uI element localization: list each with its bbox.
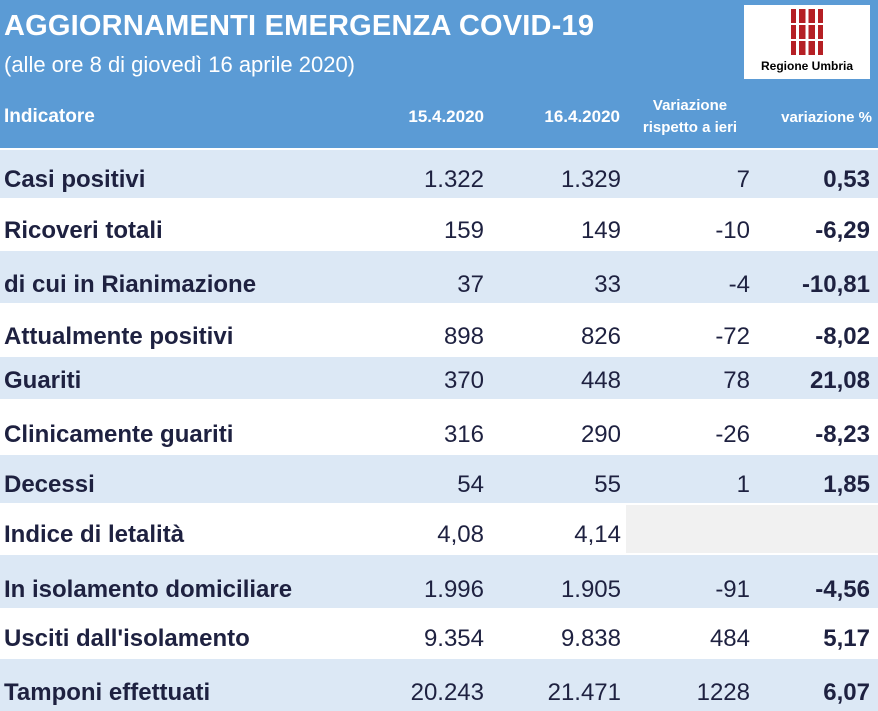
- value-change: 78: [723, 367, 750, 394]
- value-change: -72: [715, 323, 750, 350]
- row-label: Casi positivi: [4, 166, 146, 193]
- value-curr: 4,14: [574, 521, 621, 548]
- value-change-pct: -4,56: [815, 576, 870, 603]
- row-label: Tamponi effettuati: [4, 679, 211, 706]
- value-prev: 1.996: [423, 576, 484, 603]
- table-row: Guariti 370 448 78 21,08: [0, 355, 878, 399]
- regione-umbria-emblem-icon: [791, 9, 823, 55]
- table-row: Clinicamente guariti 316 290 -26 -8,23: [0, 399, 878, 453]
- page-subtitle: (alle ore 8 di giovedì 16 aprile 2020): [4, 52, 356, 77]
- value-change: 1: [736, 471, 750, 498]
- value-curr: 55: [594, 471, 621, 498]
- row-label: In isolamento domiciliare: [4, 576, 293, 603]
- value-curr: 1.329: [560, 166, 621, 193]
- header-prev-date: 15.4.2020: [408, 107, 484, 126]
- row-label: Usciti dall'isolamento: [4, 625, 250, 652]
- row-label: Decessi: [4, 471, 95, 498]
- value-curr: 448: [580, 367, 621, 394]
- table-row: Ricoveri totali 159 149 -10 -6,29: [0, 198, 878, 249]
- value-prev: 1.322: [423, 166, 484, 193]
- value-prev: 4,08: [437, 521, 484, 548]
- value-change: -4: [728, 271, 750, 298]
- value-change-pct: 21,08: [809, 367, 870, 394]
- value-change: 7: [736, 166, 750, 193]
- value-curr: 33: [594, 271, 621, 298]
- empty-cell: [626, 505, 878, 553]
- table-row: In isolamento domiciliare 1.996 1.905 -91 -4…: [0, 553, 878, 608]
- table-header: Indicatore 15.4.2020 16.4.2020 Variazion…: [0, 84, 878, 150]
- value-change-pct: -6,29: [815, 217, 870, 244]
- table-row: Decessi 54 55 1 1,85: [0, 453, 878, 503]
- table-row: Usciti dall'isolamento 9.354 9.838 484 5,17: [0, 608, 878, 657]
- header-change-line1: Variazione: [652, 97, 728, 114]
- header-change: Variazione rispetto a ieri: [630, 84, 750, 150]
- title-banner: AGGIORNAMENTI EMERGENZA COVID-19 (alle o…: [0, 0, 878, 84]
- table-row: Tamponi effettuati 20.243 21.471 1228 6,07: [0, 657, 878, 711]
- value-change: 484: [709, 625, 750, 652]
- value-change: -26: [715, 421, 750, 448]
- value-prev: 898: [443, 323, 484, 350]
- value-change-pct: 0,53: [823, 166, 870, 193]
- value-prev: 37: [457, 271, 484, 298]
- value-change-pct: 5,17: [823, 625, 870, 652]
- header-change-pct: variazione %: [781, 108, 872, 126]
- value-change-pct: -10,81: [801, 271, 870, 298]
- row-label: Indice di letalità: [4, 521, 185, 548]
- value-prev: 9.354: [423, 625, 484, 652]
- value-change-pct: 1,85: [823, 471, 870, 498]
- value-curr: 149: [580, 217, 621, 244]
- value-change-pct: 6,07: [823, 679, 870, 706]
- value-curr: 9.838: [560, 625, 621, 652]
- row-label: Guariti: [4, 367, 82, 394]
- value-curr: 826: [580, 323, 621, 350]
- header-change-line2: rispetto a ieri: [642, 119, 738, 136]
- value-prev: 20.243: [410, 679, 484, 706]
- row-label: Clinicamente guariti: [4, 421, 234, 448]
- row-label: di cui in Rianimazione: [4, 271, 257, 298]
- value-curr: 21.471: [547, 679, 621, 706]
- value-change-pct: -8,23: [815, 421, 870, 448]
- row-label: Attualmente positivi: [4, 323, 234, 350]
- page-title: AGGIORNAMENTI EMERGENZA COVID-19: [4, 10, 595, 42]
- table-row: di cui in Rianimazione 37 33 -4 -10,81: [0, 249, 878, 303]
- logo-caption: Regione Umbria: [760, 59, 853, 73]
- value-change: -10: [715, 217, 750, 244]
- value-change: 1228: [696, 679, 750, 706]
- value-prev: 316: [443, 421, 484, 448]
- regione-umbria-logo: Regione Umbria: [744, 5, 870, 79]
- table-row: Indice di letalità 4,08 4,14: [0, 503, 878, 553]
- value-change-pct: -8,02: [815, 323, 870, 350]
- value-curr: 290: [580, 421, 621, 448]
- table-row: Casi positivi 1.322 1.329 7 0,53: [0, 148, 878, 198]
- value-change: -91: [715, 576, 750, 603]
- value-prev: 370: [443, 367, 484, 394]
- row-label: Ricoveri totali: [4, 217, 163, 244]
- value-curr: 1.905: [560, 576, 621, 603]
- table-row: Attualmente positivi 898 826 -72 -8,02: [0, 303, 878, 355]
- value-prev: 54: [457, 471, 484, 498]
- header-indicator: Indicatore: [4, 106, 95, 127]
- value-prev: 159: [443, 217, 484, 244]
- header-curr-date: 16.4.2020: [544, 107, 620, 126]
